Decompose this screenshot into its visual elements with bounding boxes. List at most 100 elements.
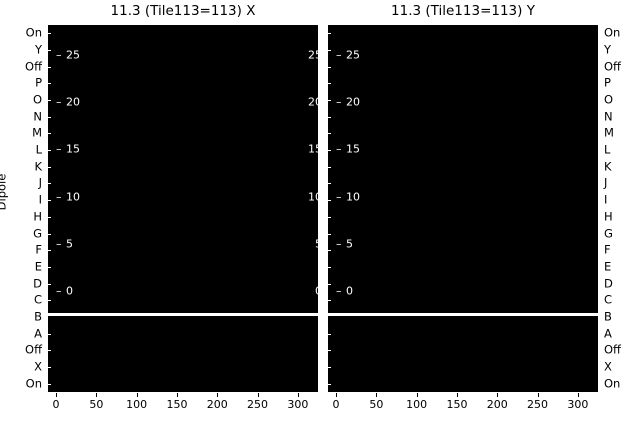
x-tick-label: 250 xyxy=(527,398,549,411)
x-tick-label: 250 xyxy=(247,398,269,411)
x-tick-mark xyxy=(376,393,378,397)
category-tick-mark xyxy=(48,33,51,34)
x-axis-panel-x: 0 50 100 150 200 250 300 xyxy=(48,393,318,421)
category-tick-mark xyxy=(48,250,51,251)
inner-y-tick-label-right: 5 xyxy=(315,237,318,250)
x-tick-label: 150 xyxy=(446,398,468,411)
inner-y-tick-value: 20 xyxy=(66,95,80,109)
category-tick-label-right: P xyxy=(604,75,611,90)
category-tick-label-right: C xyxy=(604,292,613,307)
x-tick-mark xyxy=(176,393,178,397)
category-tick-mark xyxy=(328,33,331,34)
category-tick-mark xyxy=(328,183,331,184)
category-tick-mark xyxy=(328,167,331,168)
category-tick-mark xyxy=(328,83,331,84)
category-tick-label-right: K xyxy=(604,159,612,174)
inner-y-tick-label: –10 xyxy=(56,190,80,203)
tick-dash-icon: – xyxy=(336,237,342,251)
category-tick-label-left: On xyxy=(25,375,42,390)
category-tick-label-left: D xyxy=(33,275,42,290)
category-tick-mark xyxy=(48,300,51,301)
x-tick-label: 50 xyxy=(89,398,104,411)
category-tick-label-left: I xyxy=(38,192,42,207)
inner-y-tick-label: –0 xyxy=(336,285,353,298)
category-tick-label-right: D xyxy=(604,275,613,290)
category-tick-mark xyxy=(48,167,51,168)
x-tick-mark xyxy=(56,393,58,397)
category-tick-mark xyxy=(328,350,331,351)
tick-dash-icon: – xyxy=(336,190,342,204)
inner-y-tick-label: –25 xyxy=(56,49,80,62)
x-tick-mark xyxy=(577,393,579,397)
inner-y-tick-value: 20 xyxy=(346,95,360,109)
category-tick-mark xyxy=(328,284,331,285)
x-axis-panel-y: 0 50 100 150 200 250 300 xyxy=(328,393,598,421)
x-tick-label: 50 xyxy=(369,398,384,411)
category-tick-mark xyxy=(328,67,331,68)
x-tick-mark xyxy=(297,393,299,397)
category-tick-mark xyxy=(328,300,331,301)
inner-y-tick-label-right: 10 xyxy=(308,190,318,204)
inner-y-tick-value: 25 xyxy=(346,48,360,62)
inner-y-tick-label-right: 0 xyxy=(315,285,318,298)
category-tick-mark xyxy=(328,250,331,251)
panel-title-y: 11.3 (Tile113=113) Y xyxy=(391,3,535,19)
plot-area-x-main[interactable]: –00–55–1010–1515–2020–2525 xyxy=(48,25,318,313)
category-tick-label-right: On xyxy=(604,375,621,390)
panel-divider-y xyxy=(328,313,598,315)
tick-dash-icon: – xyxy=(56,237,62,251)
x-tick-mark xyxy=(217,393,219,397)
category-tick-mark xyxy=(48,384,51,385)
inner-y-tick-value: 10 xyxy=(346,190,360,204)
category-tick-mark xyxy=(328,217,331,218)
x-tick-label: 150 xyxy=(166,398,188,411)
category-tick-label-left: X xyxy=(34,359,42,374)
category-tick-label-right: Off xyxy=(604,58,621,73)
category-tick-label-left: B xyxy=(34,309,42,324)
inner-y-tick-value: 15 xyxy=(66,142,80,156)
category-tick-label-right: Y xyxy=(604,42,612,57)
panel-divider-x xyxy=(48,313,318,315)
category-tick-label-right: L xyxy=(604,142,611,157)
tick-dash-icon: – xyxy=(336,48,342,62)
category-tick-label-left: A xyxy=(34,325,42,340)
category-tick-label-right: On xyxy=(604,25,621,40)
category-tick-label-left: G xyxy=(33,225,42,240)
category-tick-mark xyxy=(48,133,51,134)
category-tick-label-left: On xyxy=(25,25,42,40)
category-tick-label-left: J xyxy=(38,175,42,190)
inner-y-tick-label: –0 xyxy=(56,285,73,298)
inner-y-tick-label: –15 xyxy=(336,143,360,156)
category-tick-mark xyxy=(328,334,331,335)
tick-dash-icon: – xyxy=(336,142,342,156)
category-tick-mark xyxy=(328,100,331,101)
category-tick-label-left: K xyxy=(34,159,42,174)
x-tick-label: 300 xyxy=(567,398,589,411)
plot-area-x-lower[interactable] xyxy=(48,316,318,392)
tick-dash-icon: – xyxy=(56,284,62,298)
x-tick-label: 200 xyxy=(206,398,228,411)
category-tick-mark xyxy=(48,267,51,268)
tick-dash-icon: – xyxy=(336,284,342,298)
category-tick-label-right: G xyxy=(604,225,613,240)
inner-y-tick-label: –25 xyxy=(336,49,360,62)
category-tick-label-left: C xyxy=(33,292,42,307)
category-tick-mark xyxy=(48,284,51,285)
x-tick-mark xyxy=(336,393,338,397)
category-tick-mark xyxy=(328,117,331,118)
category-tick-mark xyxy=(328,367,331,368)
category-tick-label-left: F xyxy=(35,242,42,257)
plot-area-y-main[interactable]: –0–5–10–15–20–25 xyxy=(328,25,598,313)
inner-y-tick-label-right: 20 xyxy=(308,95,318,109)
category-tick-label-left: Off xyxy=(25,58,42,73)
category-tick-label-left: Y xyxy=(34,42,42,57)
y-axis-label: Dipole xyxy=(0,173,9,211)
x-tick-label: 200 xyxy=(486,398,508,411)
category-tick-mark xyxy=(48,183,51,184)
category-tick-mark xyxy=(48,234,51,235)
plot-area-y-lower[interactable] xyxy=(328,316,598,392)
inner-y-tick-label: –15 xyxy=(56,143,80,156)
category-tick-label-right: N xyxy=(604,109,613,123)
inner-y-tick-value: 10 xyxy=(66,190,80,204)
tick-dash-icon: – xyxy=(56,142,62,156)
